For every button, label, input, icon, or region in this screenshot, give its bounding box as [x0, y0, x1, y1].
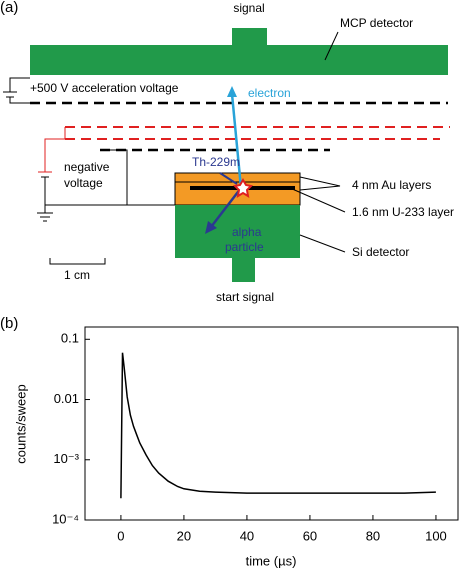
electron-arrow [230, 93, 243, 189]
y-tick-label: 10⁻³ [53, 451, 79, 466]
x-tick-label: 80 [366, 528, 380, 543]
label: signal [233, 1, 264, 15]
label: electron [248, 86, 291, 100]
y-axis-label: counts/sweep [13, 384, 28, 464]
leader [324, 31, 339, 61]
label: Si detector [352, 245, 409, 259]
y-tick-label: 10⁻⁴ [52, 511, 79, 526]
label: 1.6 nm U-233 layer [352, 205, 454, 219]
signal-pad [232, 258, 255, 282]
wire [45, 149, 128, 206]
arrow-head [205, 221, 217, 234]
data-line [120, 352, 436, 499]
y-tick-label: 0.1 [61, 331, 79, 346]
label: +500 V acceleration voltage [30, 81, 179, 95]
label: voltage [64, 176, 103, 190]
leader [289, 187, 346, 213]
label: Th-229m [192, 155, 240, 169]
alpha-arrow [210, 187, 242, 228]
label: 1 cm [64, 268, 90, 282]
scale-bar [49, 258, 106, 265]
label: MCP detector [340, 16, 413, 30]
wire [44, 127, 66, 172]
plot-frame [84, 326, 459, 521]
plot: 0 20 40 60 80 100 10⁻⁴ 10⁻³ 0.01 0.1 [52, 331, 447, 544]
y-tick-label: 0.01 [54, 391, 79, 406]
arrow-head [227, 86, 237, 97]
label: particle [225, 240, 264, 254]
si-detector [175, 205, 300, 258]
x-tick-label: 0 [117, 528, 124, 543]
x-tick-label: 60 [303, 528, 317, 543]
wire [9, 97, 30, 104]
panel-label: (a) [0, 0, 18, 16]
x-tick-label: 20 [177, 528, 191, 543]
arrow [219, 172, 238, 185]
x-tick-label: 100 [425, 528, 447, 543]
decay-star [232, 178, 254, 198]
signal-pad [232, 28, 267, 47]
x-tick-label: 40 [240, 528, 254, 543]
leader [299, 234, 346, 253]
leader [299, 176, 341, 191]
panel-label: (b) [0, 315, 18, 332]
label: 4 nm Au layers [352, 178, 431, 192]
label: negative [64, 160, 110, 174]
label: alpha [232, 225, 262, 239]
label: start signal [216, 290, 274, 304]
wire [9, 77, 30, 92]
x-axis-label: time (µs) [246, 553, 297, 568]
mcp-detector [30, 45, 448, 75]
